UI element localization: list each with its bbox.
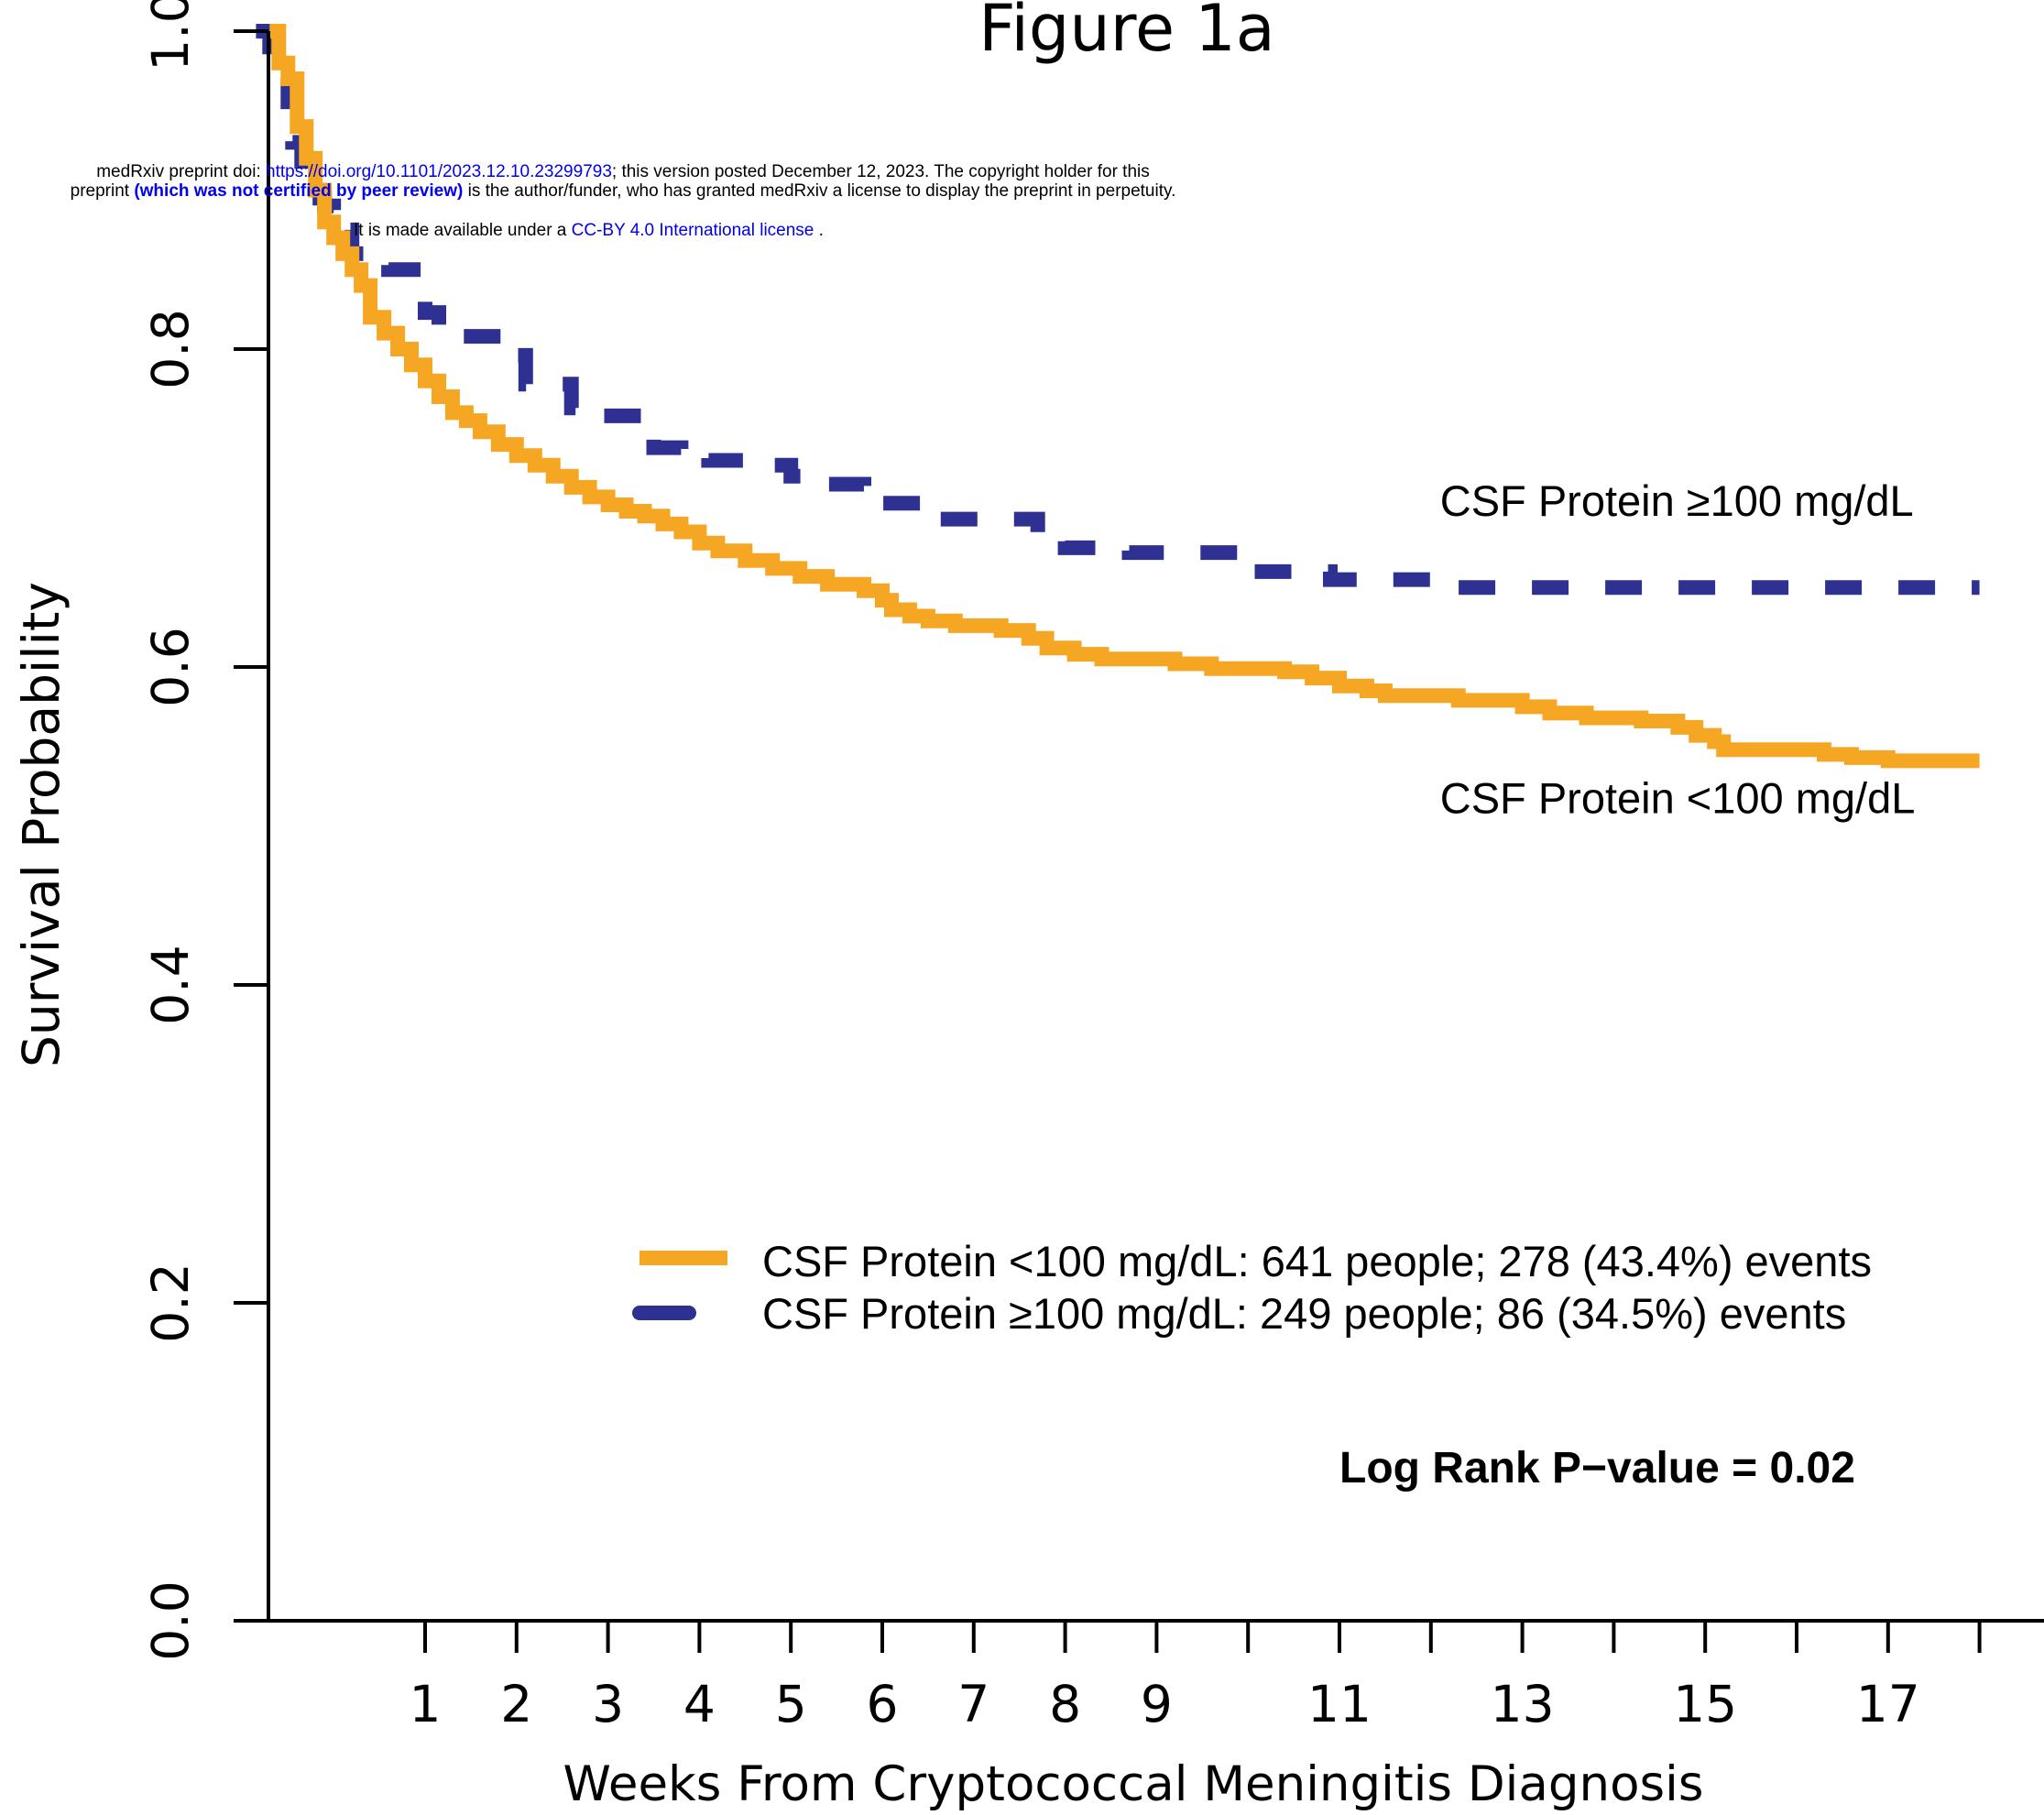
- text-layer: Figure 1a Survival Probability Weeks Fro…: [12, 0, 1703, 1812]
- series-line-0: [269, 24, 1980, 769]
- y-tick-label: 1.0: [141, 0, 200, 71]
- preprint-line3-suffix: .: [814, 221, 824, 240]
- legend-label-ge100: CSF Protein ≥100 mg/dL: 249 people; 86 (…: [762, 1289, 1846, 1338]
- license-link[interactable]: CC-BY 4.0 International license: [571, 221, 814, 240]
- y-tick-label: 0.2: [141, 1263, 200, 1342]
- preprint-line1-suffix: ; this version posted December 12, 2023.…: [611, 162, 1150, 181]
- preprint-line2-prefix: preprint: [70, 181, 135, 201]
- x-tick-label: 3: [592, 1675, 624, 1733]
- x-axis-label: Weeks From Cryptococcal Meningitis Diagn…: [563, 1756, 1704, 1812]
- legend: CSF Protein <100 mg/dL: 641 people; 278 …: [632, 1237, 1872, 1338]
- preprint-line3-prefix: It is made available under a: [354, 221, 572, 240]
- x-tick-label: 11: [1307, 1675, 1372, 1733]
- annotation-1: CSF Protein <100 mg/dL: [1440, 774, 1916, 823]
- doi-link[interactable]: https://doi.org/10.1101/2023.12.10.23299…: [266, 162, 612, 181]
- x-tick-label: 15: [1673, 1675, 1737, 1733]
- y-tick-label: 0.8: [141, 309, 200, 388]
- axes-layer: [234, 31, 2044, 1623]
- preprint-notice-line-3: It is made available under a CC-BY 4.0 I…: [354, 222, 824, 239]
- x-tick-label: 13: [1491, 1675, 1555, 1733]
- y-tick-label: 0.0: [141, 1580, 200, 1660]
- x-tick-label: 2: [500, 1675, 532, 1733]
- x-tick-label: 6: [867, 1675, 899, 1733]
- y-axis-label: Survival Probability: [12, 582, 71, 1067]
- x-tick-label: 17: [1856, 1675, 1920, 1733]
- peer-review-note: (which was not certified by peer review): [134, 181, 464, 201]
- annotation-2: Log Rank P−value = 0.02: [1339, 1444, 1855, 1492]
- annotation-0: CSF Protein ≥100 mg/dL: [1440, 476, 1914, 525]
- preprint-line2-suffix: is the author/funder, who has granted me…: [463, 181, 1176, 201]
- label-layer: CSF Protein ≥100 mg/dL CSF Protein <100 m…: [1339, 476, 1915, 1492]
- y-tick-label: 0.4: [141, 945, 200, 1024]
- preprint-notice-line-2: preprint (which was not certified by pee…: [0, 182, 1246, 200]
- preprint-notice-line-1: medRxiv preprint doi: https://doi.org/10…: [0, 163, 1246, 180]
- x-tick-label: 1: [410, 1675, 442, 1733]
- x-tick-label: 8: [1049, 1675, 1081, 1733]
- x-tick-label: 9: [1141, 1675, 1173, 1733]
- y-tick-label: 0.6: [141, 627, 200, 706]
- x-tick-label: 5: [775, 1675, 807, 1733]
- series-layer: [256, 24, 1980, 769]
- x-tick-label: 7: [957, 1675, 989, 1733]
- ticks-layer: 1 2 3 4 5 6 7 8 9 11 13 15 17 0.0 0.2 0.4 0.6 0.8 1.0: [141, 0, 1982, 1733]
- x-tick-label: 4: [683, 1675, 716, 1733]
- legend-label-lt100: CSF Protein <100 mg/dL: 641 people; 278 …: [762, 1237, 1872, 1285]
- chart-title: Figure 1a: [978, 0, 1274, 66]
- preprint-line1-prefix: medRxiv preprint doi:: [96, 162, 267, 181]
